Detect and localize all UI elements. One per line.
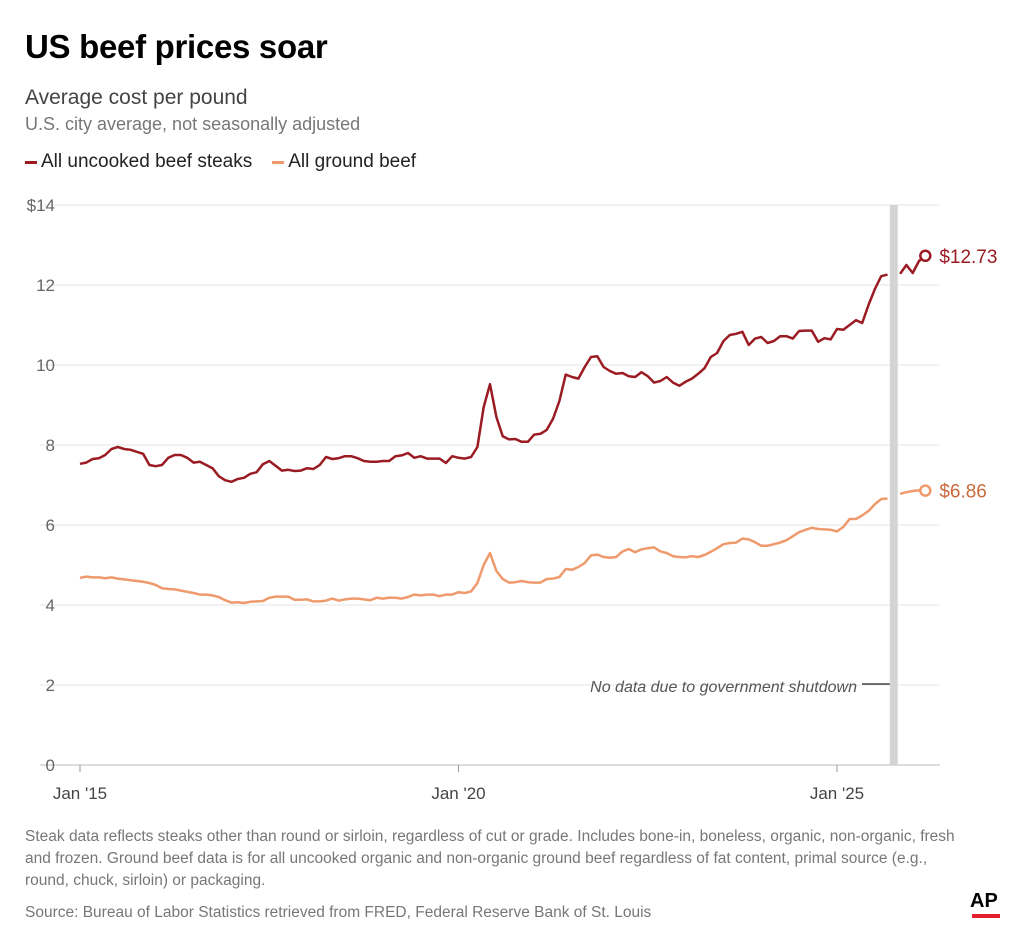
x-tick-label: Jan '20 [431, 784, 485, 803]
x-tick-label: Jan '15 [53, 784, 107, 803]
chart-note: U.S. city average, not seasonally adjust… [25, 114, 361, 134]
y-tick-label: 6 [46, 516, 55, 535]
legend: All uncooked beef steaks All ground beef [25, 151, 416, 173]
source: Source: Bureau of Labor Statistics retri… [25, 904, 652, 921]
y-tick-label: 10 [36, 356, 55, 375]
series-line-steaks [79, 254, 927, 484]
end-point-marker [919, 249, 932, 263]
legend-item-ground-beef: All ground beef [272, 151, 416, 173]
series-line-ground-beef [79, 488, 926, 605]
chart-subtitle: Average cost per pound [25, 86, 248, 109]
annotation-text: No data due to government shutdown [590, 679, 857, 696]
legend-label-steaks: All uncooked beef steaks [41, 151, 253, 172]
y-tick-label: 2 [46, 676, 55, 695]
ap-logo: AP [970, 890, 998, 912]
legend-swatch-steaks [25, 160, 37, 164]
legend-swatch-ground-beef [272, 160, 285, 164]
legend-item-steaks: All uncooked beef steaks [25, 151, 252, 173]
y-tick-label: 8 [46, 436, 55, 455]
chart-title: US beef prices soar [25, 28, 328, 65]
footnote: Steak data reflects steaks other than ro… [25, 828, 955, 889]
line-chart: $14 12 10 8 6 4 2 0 Jan '15 Jan '20 Jan '25 No data… [27, 196, 998, 803]
x-tick-label: Jan '25 [810, 784, 864, 803]
end-value-label: $12.73 [939, 247, 997, 268]
end-point-marker [919, 484, 932, 497]
end-value-label: $6.86 [939, 482, 987, 503]
y-tick-label: 0 [46, 756, 55, 775]
y-tick-label: $14 [27, 196, 55, 215]
y-tick-label: 12 [36, 276, 55, 295]
legend-label-ground-beef: All ground beef [288, 151, 417, 172]
y-tick-label: 4 [46, 596, 55, 615]
ap-logo-bar [972, 914, 1000, 918]
shutdown-band [889, 205, 898, 765]
